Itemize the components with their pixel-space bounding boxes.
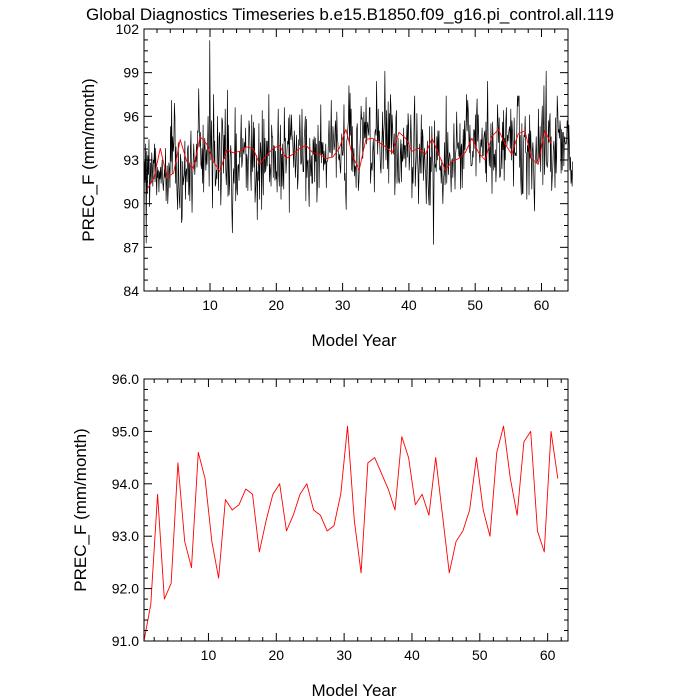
bottom-y-tick-labels: 91.0 92.0 93.0 94.0 95.0 96.0 — [112, 371, 139, 649]
top-x-tick-labels: 10 20 30 40 50 60 — [202, 297, 549, 313]
top-y-tick-labels: 84 87 90 93 96 99 102 — [116, 21, 140, 299]
top-ticks — [144, 28, 568, 292]
x-tick-label: 50 — [472, 647, 488, 663]
bottom-x-tick-labels: 10 20 30 40 50 60 — [201, 647, 556, 663]
top-y-axis-label: PREC_F (mm/month) — [79, 78, 98, 241]
y-tick-label: 92.0 — [112, 581, 139, 597]
x-tick-label: 20 — [269, 297, 285, 313]
top-series — [143, 40, 574, 245]
y-tick-label: 96 — [123, 108, 139, 124]
x-tick-label: 20 — [268, 647, 284, 663]
x-tick-label: 60 — [540, 647, 556, 663]
y-tick-label: 91.0 — [112, 633, 139, 649]
bottom-ticks — [144, 378, 568, 642]
y-tick-label: 90 — [123, 196, 139, 212]
top-annual-mean-line — [146, 128, 552, 190]
x-tick-label: 30 — [336, 647, 352, 663]
y-tick-label: 99 — [123, 65, 139, 81]
x-tick-label: 40 — [404, 647, 420, 663]
y-tick-label: 102 — [116, 21, 140, 37]
x-tick-label: 10 — [201, 647, 217, 663]
x-tick-label: 60 — [534, 297, 550, 313]
bottom-plot-frame — [143, 378, 569, 642]
y-tick-label: 87 — [123, 239, 139, 255]
bottom-series — [143, 425, 559, 642]
y-tick-label: 95.0 — [112, 423, 139, 439]
bottom-x-axis-label: Model Year — [311, 681, 396, 700]
x-tick-label: 10 — [202, 297, 218, 313]
bottom-y-axis-label: PREC_F (mm/month) — [71, 428, 90, 591]
top-x-axis-label: Model Year — [311, 331, 396, 350]
bottom-panel: 10 20 30 40 50 60 91.0 92.0 93.0 94.0 95.0 96.0 Mo… — [71, 371, 569, 700]
bottom-annual-mean-line — [143, 425, 559, 642]
x-tick-label: 40 — [401, 297, 417, 313]
y-tick-label: 93.0 — [112, 528, 139, 544]
y-tick-label: 84 — [123, 283, 139, 299]
top-monthly-line — [143, 40, 574, 245]
chart-title: Global Diagnostics Timeseries b.e15.B185… — [86, 5, 614, 24]
y-tick-label: 96.0 — [112, 371, 139, 387]
y-tick-label: 93 — [123, 152, 139, 168]
x-tick-label: 30 — [335, 297, 351, 313]
x-tick-label: 50 — [467, 297, 483, 313]
y-tick-label: 94.0 — [112, 476, 139, 492]
